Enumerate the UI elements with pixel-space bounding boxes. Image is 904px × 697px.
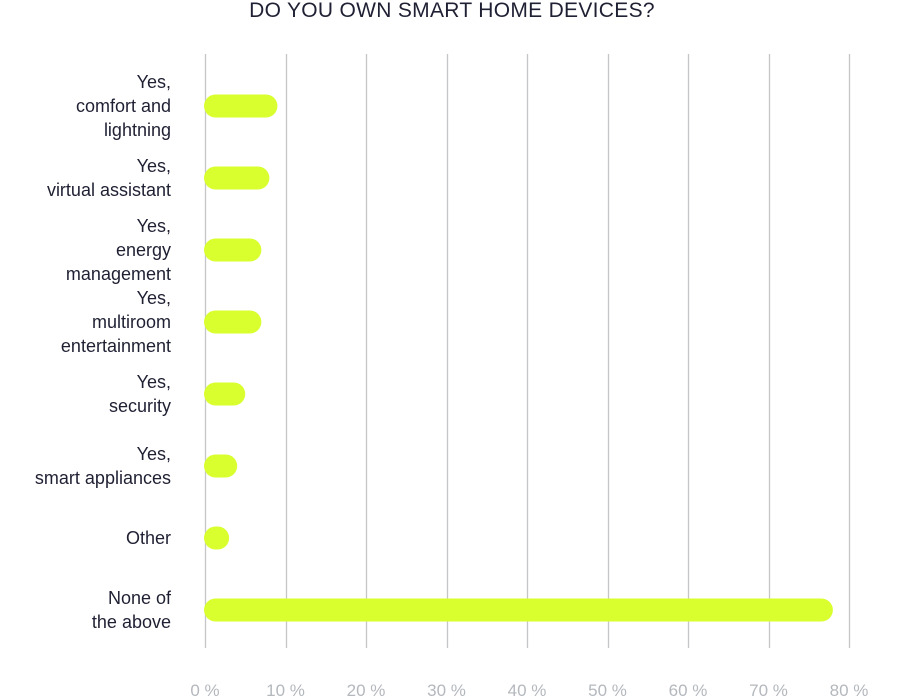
- bar: [204, 526, 230, 550]
- x-tick-label: 50 %: [588, 681, 627, 697]
- category-label-line: Yes,: [137, 372, 171, 392]
- category-label-line: Yes,: [137, 72, 171, 92]
- category-label-line: the above: [92, 612, 171, 632]
- category-label-line: Yes,: [137, 216, 171, 236]
- bar: [204, 454, 238, 478]
- category-label-line: energy: [116, 240, 171, 260]
- x-tick-label: 0 %: [190, 681, 219, 697]
- x-tick-labels: 0 % 10 % 20 % 30 % 40 % 50 % 60 % 70 % 80 %: [190, 681, 868, 697]
- x-tick-label: 40 %: [508, 681, 547, 697]
- category-label-line: Yes,: [137, 288, 171, 308]
- category-label-line: smart appliances: [35, 468, 171, 488]
- chart-title: DO YOU OWN SMART HOME DEVICES?: [249, 0, 655, 22]
- bars: [204, 94, 833, 622]
- category-labels: Yes, comfort and lightning Yes, virtual assi…: [35, 72, 172, 632]
- x-tick-label: 20 %: [347, 681, 386, 697]
- category-label-line: entertainment: [61, 336, 171, 356]
- bar: [204, 598, 833, 622]
- category-label: Yes, virtual assistant: [47, 156, 171, 200]
- category-label: None of the above: [92, 588, 172, 632]
- category-label-line: lightning: [104, 120, 171, 140]
- category-label-line: Other: [126, 528, 171, 548]
- category-label: Yes, security: [109, 372, 171, 416]
- x-tick-label: 80 %: [830, 681, 869, 697]
- category-label-line: None of: [108, 588, 172, 608]
- category-label-line: security: [109, 396, 171, 416]
- bar: [204, 166, 270, 190]
- bar: [204, 382, 246, 406]
- category-label: Other: [126, 528, 171, 548]
- category-label: Yes, energy management: [66, 216, 171, 284]
- bar: [204, 94, 278, 118]
- x-tick-label: 70 %: [749, 681, 788, 697]
- x-tick-label: 30 %: [427, 681, 466, 697]
- category-label-line: virtual assistant: [47, 180, 171, 200]
- bar: [204, 238, 262, 262]
- grid-lines: [204, 54, 851, 648]
- category-label: Yes, comfort and lightning: [76, 72, 171, 140]
- category-label-line: Yes,: [137, 444, 171, 464]
- category-label-line: comfort and: [76, 96, 171, 116]
- category-label-line: management: [66, 264, 171, 284]
- category-label-line: Yes,: [137, 156, 171, 176]
- x-tick-label: 10 %: [266, 681, 305, 697]
- category-label: Yes, multiroom entertainment: [61, 288, 171, 356]
- bar: [204, 310, 262, 334]
- category-label: Yes, smart appliances: [35, 444, 171, 488]
- category-label-line: multiroom: [92, 312, 171, 332]
- x-tick-label: 60 %: [669, 681, 708, 697]
